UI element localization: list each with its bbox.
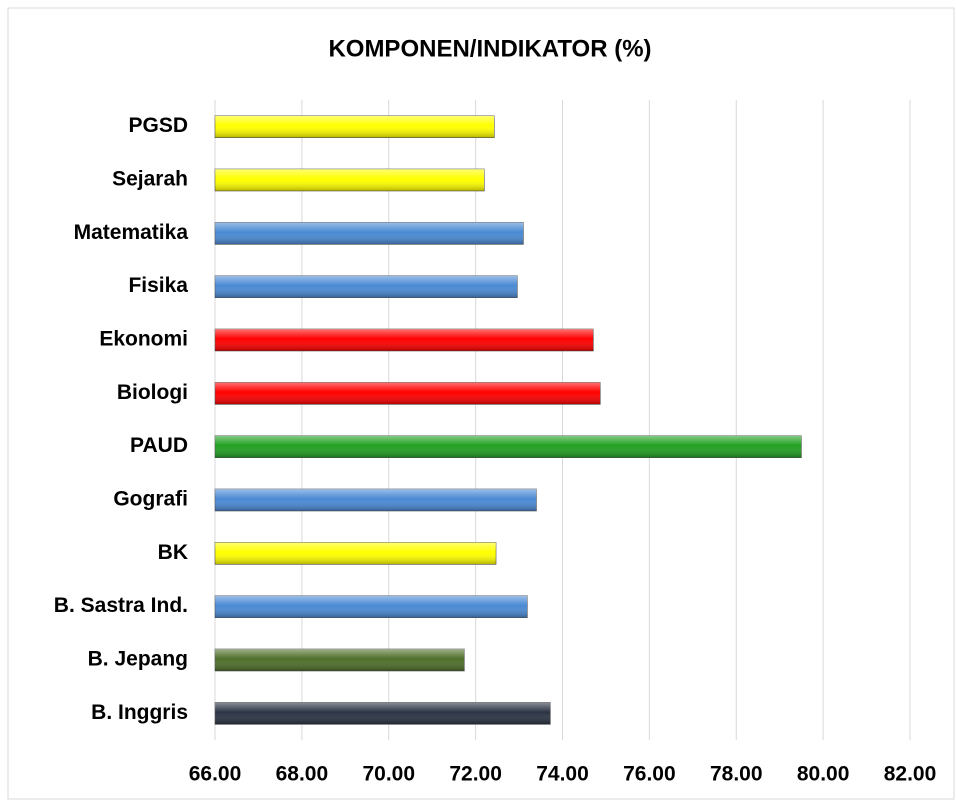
y-tick-label: BK <box>158 541 188 564</box>
x-tick-label: 78.00 <box>710 763 763 786</box>
bar <box>214 542 497 565</box>
x-tick-label: 76.00 <box>623 763 676 786</box>
y-tick-label: Fisika <box>128 274 188 297</box>
y-tick-label: Biologi <box>117 381 188 404</box>
x-tick-label: 82.00 <box>884 763 937 786</box>
y-tick-label: B. Sastra Ind. <box>54 594 188 617</box>
bar <box>214 168 485 192</box>
y-tick-label: Gografi <box>113 488 188 511</box>
y-tick-label: Ekonomi <box>99 328 188 351</box>
bar <box>214 115 495 138</box>
x-tick-label: 72.00 <box>449 763 502 786</box>
bar <box>214 648 465 672</box>
y-tick-label: B. Inggris <box>91 701 188 724</box>
bar <box>214 595 528 618</box>
x-tick-label: 74.00 <box>536 763 589 786</box>
bar <box>214 488 537 512</box>
bar <box>214 328 594 352</box>
y-tick-label: Sejarah <box>112 168 188 191</box>
bar <box>214 435 802 458</box>
x-tick-label: 80.00 <box>797 763 850 786</box>
y-tick-label: Matematika <box>74 221 189 244</box>
bar <box>214 382 601 405</box>
y-tick-label: PGSD <box>128 114 188 137</box>
x-tick-label: 70.00 <box>362 763 415 786</box>
y-tick-label: B. Jepang <box>88 648 188 671</box>
bar <box>214 702 551 725</box>
bar <box>214 222 524 245</box>
chart-title: KOMPONEN/INDIKATOR (%) <box>328 35 651 62</box>
y-tick-label: PAUD <box>130 434 188 457</box>
bar <box>214 275 518 298</box>
x-tick-label: 66.00 <box>189 763 242 786</box>
x-tick-label: 68.00 <box>276 763 329 786</box>
